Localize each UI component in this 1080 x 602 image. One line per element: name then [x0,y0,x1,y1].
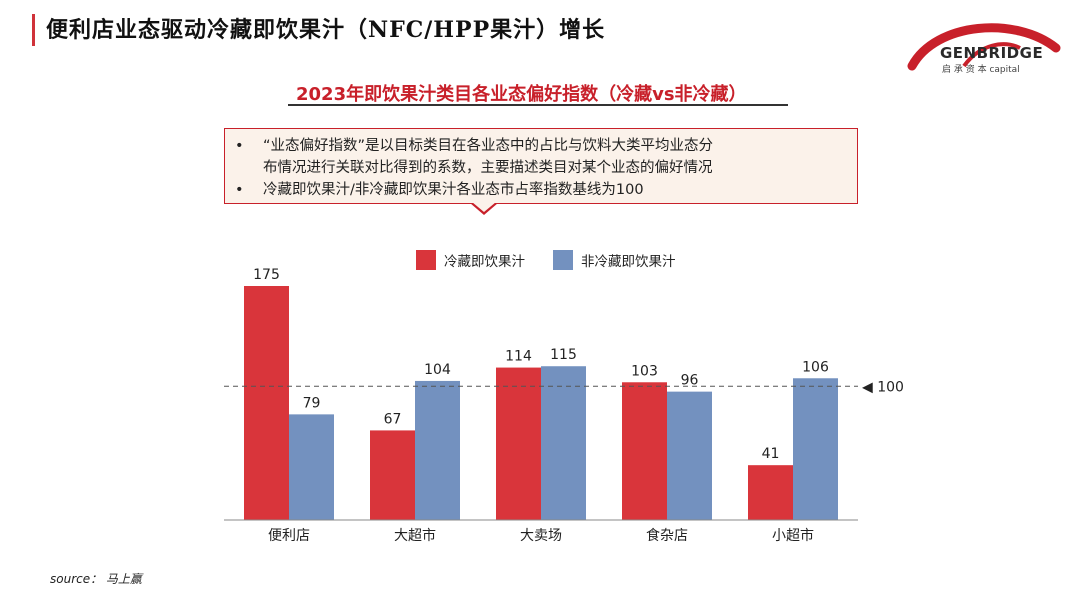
category-label: 食杂店 [646,527,688,544]
data-label: 106 [802,359,829,375]
data-label: 115 [550,347,577,363]
page-title: 便利店业态驱动冷藏即饮果汁（NFC/HPP果汁）增长 [46,17,606,43]
data-label: 114 [505,349,532,365]
data-label: 103 [631,363,658,379]
bullet-dot-icon: • [235,182,244,198]
logo-subtitle: 启 承 资 本 capital [942,65,1020,75]
legend-label-ambient: 非冷藏即饮果汁 [581,254,676,270]
bar-ambient [415,380,460,520]
note-box: • “业态偏好指数”是以目标类目在各业态中的占比与饮料大类平均业态分 布情况进行… [224,128,858,204]
legend-swatch-ambient [553,250,573,270]
bar-ambient [289,414,334,520]
note-text-1b: 布情况进行关联对比得到的系数，主要描述类目对某个业态的偏好情况 [263,160,713,176]
data-label: 96 [681,373,699,389]
note-callout-pointer-fill [472,202,496,212]
category-label: 便利店 [268,528,310,544]
data-label: 41 [762,446,780,462]
legend-item-chilled: 冷藏即饮果汁 [416,250,525,270]
logo-wordmark: GENBRIDGE [940,44,1044,62]
bar-ambient [793,378,838,520]
bar-chilled [622,382,667,520]
title-accent-bar [32,14,35,46]
source-note: source： 马上赢 [50,572,142,586]
bar-chilled [748,465,793,520]
legend-item-ambient: 非冷藏即饮果汁 [553,250,676,270]
chart-legend: 冷藏即饮果汁 非冷藏即饮果汁 [416,250,676,270]
bar-ambient [541,366,586,520]
note-bullet-2: • 冷藏即饮果汁/非冷藏即饮果汁各业态市占率指数基线为100 [235,179,847,201]
bar-chilled [496,367,541,520]
note-bullet-1-cont: 布情况进行关联对比得到的系数，主要描述类目对某个业态的偏好情况 [235,157,847,179]
legend-swatch-chilled [416,250,436,270]
bar-ambient [667,391,712,520]
chart-title-underline [288,104,788,106]
genbridge-logo: GENBRIDGE 启 承 资 本 capital [906,18,1066,80]
data-label: 175 [253,267,280,283]
data-label: 79 [303,395,321,411]
baseline-label: ◀ 100 [862,379,904,395]
chart-title: 2023年即饮果汁类目各业态偏好指数（冷藏vs非冷藏） [296,84,747,105]
category-label: 大超市 [394,527,436,544]
category-label: 大卖场 [520,528,562,544]
note-text-1a: “业态偏好指数”是以目标类目在各业态中的占比与饮料大类平均业态分 [263,138,714,154]
logo-arc-icon [907,23,1061,71]
note-text-2: 冷藏即饮果汁/非冷藏即饮果汁各业态市占率指数基线为100 [263,182,644,198]
bar-chilled [370,430,415,520]
category-label: 小超市 [772,527,814,544]
legend-label-chilled: 冷藏即饮果汁 [444,254,525,270]
note-bullet-1: • “业态偏好指数”是以目标类目在各业态中的占比与饮料大类平均业态分 [235,135,847,157]
bullet-dot-icon: • [235,138,244,154]
data-label: 104 [424,362,451,378]
data-label: 67 [384,411,402,427]
bar-chilled [244,286,289,520]
